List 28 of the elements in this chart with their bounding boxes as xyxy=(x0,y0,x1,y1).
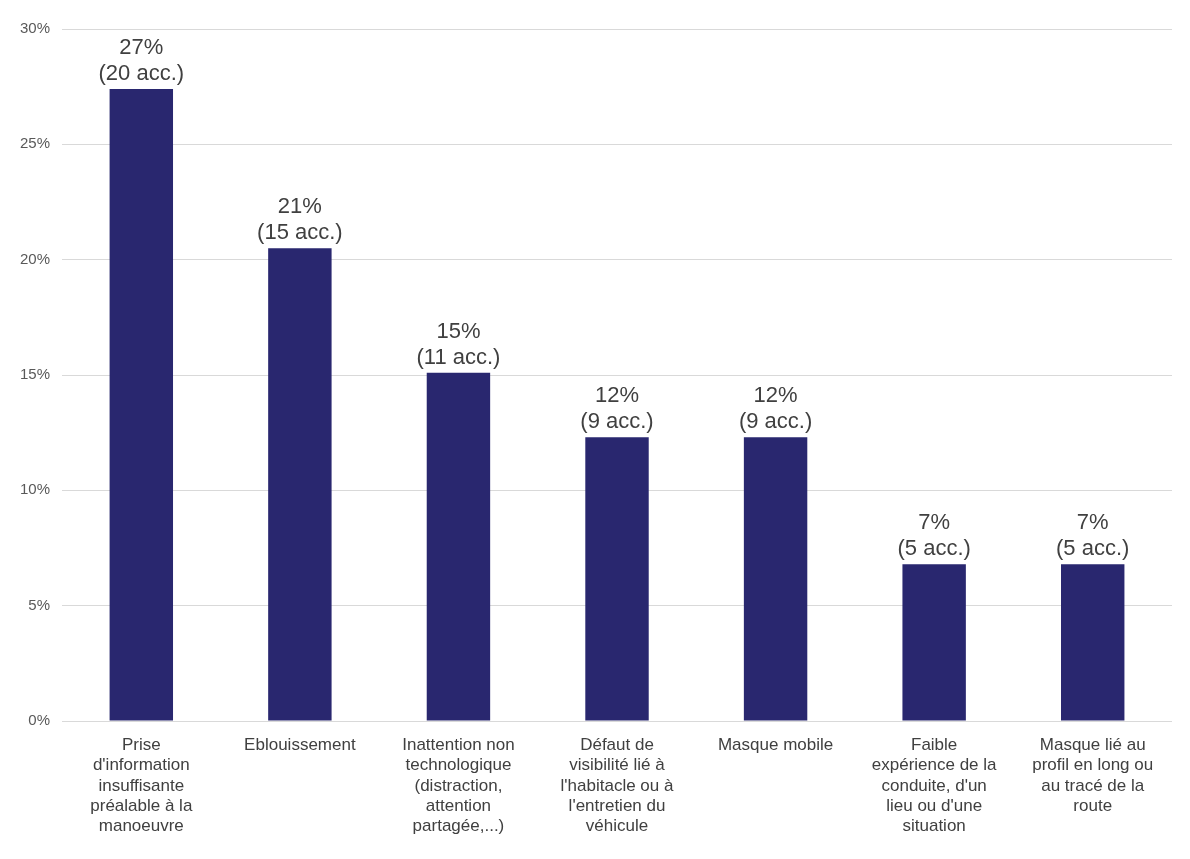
data-label: 7% (5 acc.) xyxy=(897,509,971,561)
y-tick-label: 25% xyxy=(19,134,51,152)
y-tick-label: 30% xyxy=(19,19,51,37)
data-label: 27% (20 acc.) xyxy=(98,34,185,86)
y-tick-label: 15% xyxy=(19,365,51,383)
data-label: 7% (5 acc.) xyxy=(1056,509,1130,561)
x-tick-label: Inattention non technologique (distraction, attention partagée,...) xyxy=(402,734,515,836)
bar xyxy=(426,372,491,721)
x-tick-label: Prise d'information insuffisante préalable à la manoeuvre xyxy=(90,734,193,836)
bar xyxy=(268,248,332,721)
bar xyxy=(109,88,174,721)
data-label: 15% (11 acc.) xyxy=(416,317,501,369)
y-tick-label: 0% xyxy=(28,711,51,729)
y-tick-label: 5% xyxy=(28,595,51,613)
x-tick-label: Défaut de visibilité lié à l'habitacle ou à l'entretien du véhicule xyxy=(560,734,674,836)
bar xyxy=(585,437,649,721)
bar xyxy=(1061,564,1125,721)
x-tick-label: Faible expérience de la conduite, d'un lieu ou d'une situation xyxy=(871,734,998,836)
data-label: 12% (9 acc.) xyxy=(738,382,813,434)
data-label: 21% (15 acc.) xyxy=(257,193,343,245)
y-tick-label: 10% xyxy=(19,480,51,498)
bar xyxy=(902,564,966,721)
bar xyxy=(743,437,808,721)
x-tick-label: Eblouissement xyxy=(244,734,356,754)
y-tick-label: 20% xyxy=(19,249,51,267)
x-tick-label: Masque mobile xyxy=(717,734,834,754)
data-label: 12% (9 acc.) xyxy=(580,382,654,434)
x-tick-label: Masque lié au profil en long ou au tracé de la route xyxy=(1032,734,1154,816)
